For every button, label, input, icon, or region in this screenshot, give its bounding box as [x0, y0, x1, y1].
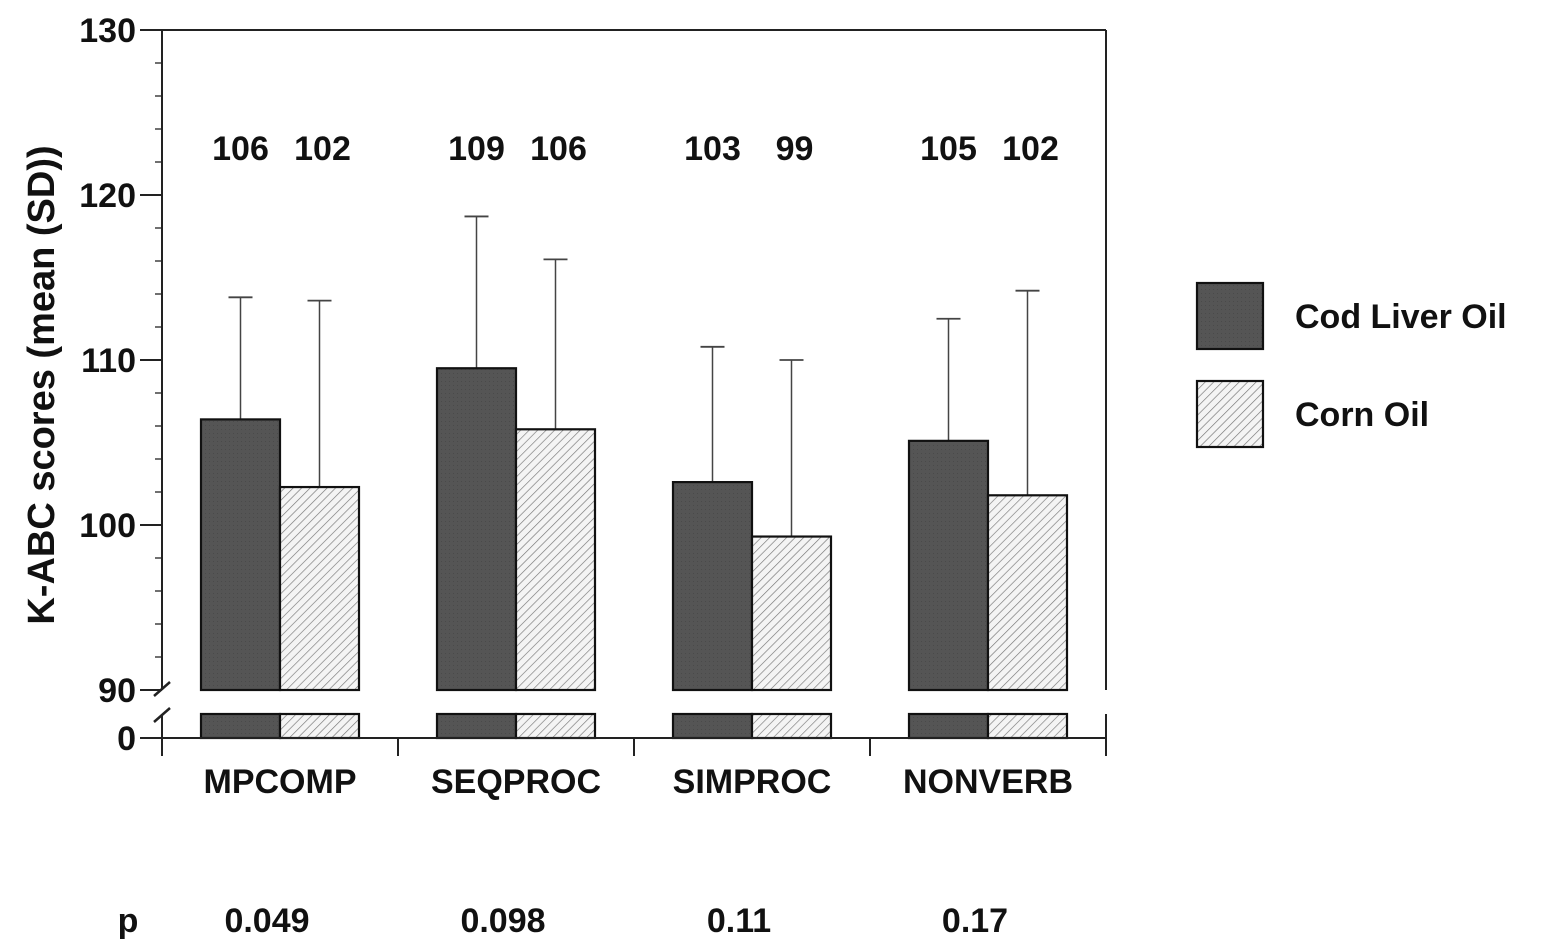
bars	[199, 215, 1069, 740]
bar-value-label: 102	[294, 130, 351, 168]
y-tick-label-zero: 0	[117, 720, 136, 758]
p-label: p	[118, 902, 139, 940]
bar-value-label: 102	[1002, 130, 1059, 168]
bar	[907, 439, 990, 692]
legend-swatch	[1195, 281, 1265, 351]
axis-break-mark	[153, 707, 171, 723]
y-tick-label: 130	[79, 12, 136, 50]
bar-value-label: 99	[776, 130, 814, 168]
bar-base	[514, 712, 597, 740]
y-tick-label: 100	[79, 507, 136, 545]
bar-base	[750, 712, 833, 740]
bar-base	[986, 712, 1069, 740]
y-axis-label: K-ABC scores (mean (SD))	[21, 145, 63, 624]
bar-base	[671, 712, 754, 740]
value-labels: 106 102 109 106 103 99 105 102	[212, 130, 1059, 168]
y-tick-label: 110	[81, 342, 136, 380]
bar	[671, 481, 754, 692]
bar-base	[435, 712, 518, 740]
legend-label: Corn Oil	[1295, 396, 1429, 434]
x-tick-label: MPCOMP	[204, 763, 357, 801]
bar-value-label: 109	[448, 130, 505, 168]
bar	[514, 428, 597, 692]
p-value: 0.17	[942, 902, 1008, 940]
legend-label: Cod Liver Oil	[1295, 298, 1507, 336]
bar	[278, 485, 361, 692]
bar	[199, 418, 282, 692]
p-value: 0.049	[224, 902, 309, 940]
y-tick-label: 90	[98, 672, 136, 710]
p-value: 0.11	[707, 902, 771, 940]
bar-value-label: 103	[684, 130, 741, 168]
y-axis: 90 100 110 120 130 0	[79, 12, 171, 758]
plot-frame	[162, 29, 1107, 738]
p-value-row: p 0.049 0.098 0.11 0.17	[118, 902, 1008, 940]
p-value: 0.098	[460, 902, 545, 940]
bar	[435, 367, 518, 692]
bar-base	[278, 712, 361, 740]
bar-value-label: 105	[920, 130, 977, 168]
bar-base	[199, 712, 282, 740]
bar-value-label: 106	[530, 130, 587, 168]
x-tick-label: SEQPROC	[431, 763, 601, 801]
legend-swatch	[1195, 379, 1265, 449]
x-tick-label: SIMPROC	[673, 763, 832, 801]
bar-base	[907, 712, 990, 740]
bar	[986, 494, 1069, 692]
legend: Cod Liver Oil Corn Oil	[1195, 281, 1507, 449]
y-tick-label: 120	[79, 177, 136, 215]
bar	[750, 535, 833, 692]
x-tick-label: NONVERB	[903, 763, 1073, 801]
x-axis: MPCOMP SEQPROC SIMPROC NONVERB	[161, 737, 1107, 801]
bar-value-label: 106	[212, 130, 269, 168]
axis-break-mark	[153, 681, 171, 697]
